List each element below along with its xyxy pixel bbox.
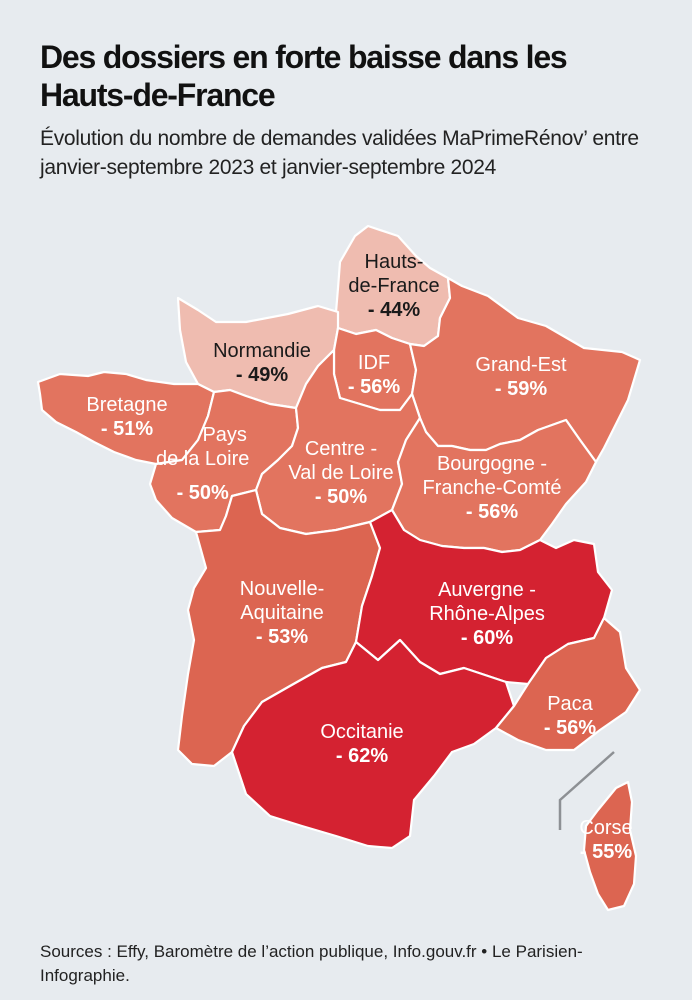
region-name: Bretagne <box>86 394 168 416</box>
region-name: Grand-Est <box>475 354 567 376</box>
region-name: Nouvelle- <box>239 578 325 600</box>
sources-note: Sources : Effy, Baromètre de l’action pu… <box>40 942 583 985</box>
region-name: Val de Loire <box>288 462 394 484</box>
region-name: Centre - <box>304 438 378 460</box>
region-change: - 56% <box>465 501 519 523</box>
label-idf: IDF - 56% <box>348 351 400 399</box>
region-change: - 59% <box>494 378 548 400</box>
label-centre-val-de-loire: Centre - Val de Loire - 50% <box>288 437 393 509</box>
region-change: - 44% <box>367 299 421 321</box>
region-corse[interactable] <box>582 780 638 912</box>
region-name: Corse <box>579 817 633 839</box>
region-name: de-France <box>348 275 440 297</box>
region-change: - 50% <box>314 486 368 508</box>
region-change: - 62% <box>335 745 389 767</box>
region-name: Aquitaine <box>240 602 324 624</box>
label-occitanie: Occitanie - 62% <box>320 720 403 768</box>
label-nouvelle-aquitaine: Nouvelle- Aquitaine - 53% <box>240 577 324 649</box>
label-bourgogne-franche-comte: Bourgogne - Franche-Comté - 56% <box>423 452 562 524</box>
label-bretagne: Bretagne - 51% <box>86 393 167 441</box>
region-name: Hauts- <box>364 251 424 273</box>
corse-inset-line <box>558 751 615 830</box>
region-change: - 55% <box>579 841 633 863</box>
label-auvergne-rhone-alpes: Auvergne - Rhône-Alpes - 60% <box>429 578 545 650</box>
region-change: - 51% <box>100 418 154 440</box>
region-name: Rhône-Alpes <box>429 603 545 625</box>
label-grand-est: Grand-Est - 59% <box>475 353 566 401</box>
label-paca: Paca - 56% <box>544 692 596 740</box>
region-name: Paca <box>547 693 593 715</box>
label-hauts-de-france: Hauts- de-France - 44% <box>348 250 439 322</box>
region-name: Auvergne - <box>438 579 536 601</box>
map-subtitle: Évolution du nombre de demandes validées… <box>40 127 639 179</box>
region-paca[interactable] <box>494 616 642 752</box>
map-title: Des dossiers en forte baisse dans les Ha… <box>40 39 568 113</box>
region-name: Pays <box>202 424 247 446</box>
region-name: de la Loire <box>156 448 250 470</box>
region-change: - 53% <box>255 626 309 648</box>
region-name: Franche-Comté <box>422 477 562 499</box>
region-change: - 56% <box>347 376 401 398</box>
region-name: Normandie <box>213 340 311 362</box>
region-name: Occitanie <box>320 721 404 743</box>
region-change: - 49% <box>235 364 289 386</box>
region-change: - 50% <box>176 482 229 504</box>
label-pays-de-la-loire: Pays de la Loire - 50% <box>156 423 249 505</box>
region-change: - 56% <box>543 717 597 739</box>
region-name: Bourgogne - <box>436 453 548 475</box>
label-normandie: Normandie - 49% <box>213 339 311 387</box>
region-change: - 60% <box>460 627 514 649</box>
region-name: IDF <box>357 352 391 374</box>
label-corse: Corse - 55% <box>579 816 632 864</box>
map-svg <box>36 224 642 912</box>
france-regions-map: Hauts- de-France - 44% Normandie - 49% I… <box>0 200 692 940</box>
region-occitanie[interactable] <box>230 638 516 850</box>
